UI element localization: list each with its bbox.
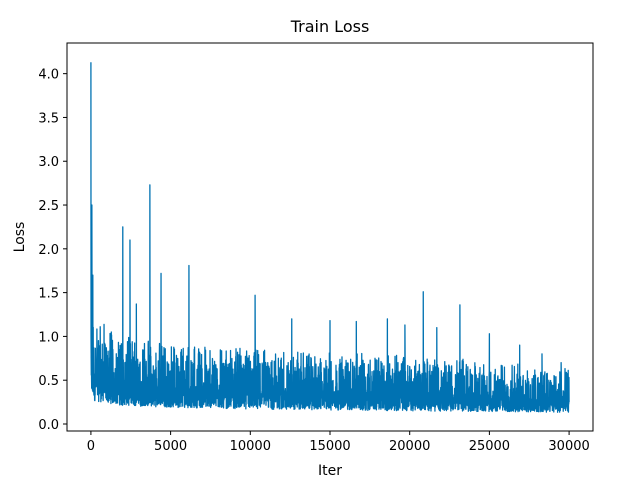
loss-line [90,62,570,413]
x-tick-label: 30000 [548,439,589,454]
y-tick-label: 2.5 [38,199,59,214]
x-tick-label: 15000 [309,439,350,454]
series-loss [90,62,570,413]
x-tick-label: 10000 [230,439,271,454]
x-tick-label: 25000 [469,439,510,454]
y-tick-label: 1.5 [38,287,59,302]
y-axis: 0.0 0.5 1.0 1.5 2.0 2.5 3.0 3.5 4.0 [38,68,67,433]
x-axis: 0 5000 10000 15000 20000 25000 30000 [87,431,590,454]
chart-title: Train Loss [290,17,370,36]
y-tick-label: 1.0 [38,330,59,345]
y-tick-label: 3.0 [38,155,59,170]
x-tick-label: 0 [87,439,95,454]
y-tick-label: 2.0 [38,243,59,258]
y-axis-label: Loss [12,222,28,253]
y-tick-label: 3.5 [38,111,59,126]
x-tick-label: 5000 [154,439,187,454]
x-tick-label: 20000 [389,439,430,454]
y-tick-label: 0.0 [38,418,59,433]
y-tick-label: 4.0 [38,68,59,83]
y-tick-label: 0.5 [38,374,59,389]
x-axis-label: Iter [318,463,342,479]
